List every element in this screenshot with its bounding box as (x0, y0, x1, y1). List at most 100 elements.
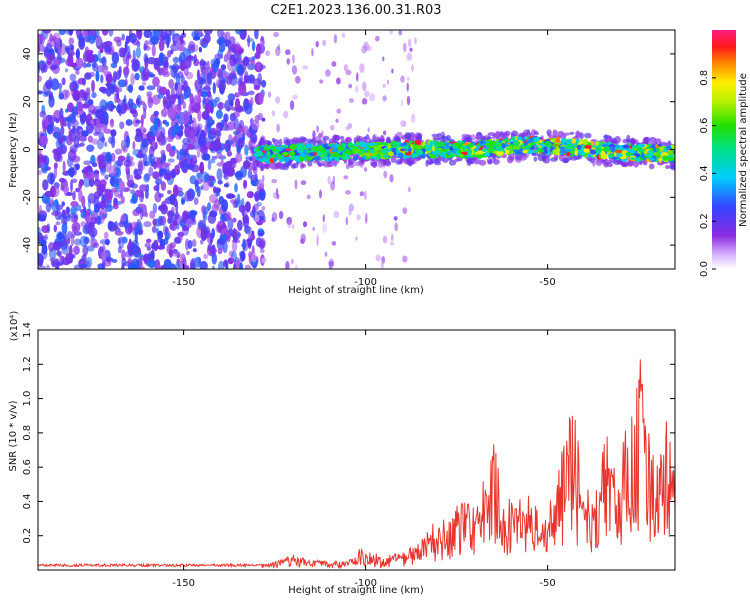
spectrogram-cell (163, 237, 169, 245)
spectrogram-cell (407, 76, 410, 81)
spectrogram-cell (622, 144, 630, 149)
spectrogram-cell (649, 158, 655, 161)
spectrogram-cell (424, 145, 433, 152)
spectrogram-cell (285, 148, 292, 151)
spectrogram-cell (645, 158, 649, 162)
spectrogram-cell (294, 179, 298, 190)
spectrogram-cell (342, 152, 346, 158)
spectrogram-cell (251, 166, 257, 171)
spectrogram-cell (256, 43, 262, 56)
spectrogram-cell (160, 153, 167, 164)
spectrogram-cell (38, 239, 48, 245)
spectrogram-cell (247, 90, 255, 96)
spectrogram-cell (121, 33, 125, 41)
spectrogram-cell (104, 238, 110, 246)
spectrogram-cell (194, 79, 199, 90)
spectrogram-cell (117, 103, 121, 112)
spectrogram-cell (104, 189, 112, 201)
spectrogram-cell (414, 37, 417, 45)
spectrogram-cell (205, 136, 214, 144)
spectrogram-cell (75, 69, 80, 75)
spectrogram-cell (65, 68, 68, 73)
spectrogram-cell (216, 168, 223, 181)
spectrogram-cell (73, 80, 80, 91)
spectrogram-cell (218, 79, 226, 92)
spectrogram-cell (656, 148, 660, 153)
spectrogram-cell (477, 150, 484, 155)
spectrogram-cell (382, 83, 386, 89)
spectrogram-cell (41, 36, 46, 41)
spectrogram-cell (445, 153, 453, 158)
spectrogram-cell (39, 110, 47, 118)
spectrogram-cell (206, 90, 212, 98)
spectrogram-cell (145, 238, 152, 244)
spectrogram-cell (143, 108, 147, 120)
spectrogram-cell (227, 93, 236, 102)
spectrogram-cell (504, 138, 508, 143)
spectrogram-cell (38, 62, 41, 71)
colorbar-tick-label: 0.2 (699, 213, 710, 229)
spectrogram-cell (85, 256, 93, 268)
spectrogram-cell (246, 191, 254, 199)
spectrogram-cell (224, 211, 232, 221)
spectrogram-cell (335, 118, 339, 123)
spectrogram-cell (197, 109, 202, 122)
spectrogram-x-tick-label: -150 (172, 277, 195, 288)
spectrogram-cell (190, 258, 196, 269)
spectrogram-x-label: Height of straight line (km) (288, 285, 424, 296)
spectrogram-cell (340, 135, 345, 141)
spectrogram-cell (57, 83, 63, 90)
spectrogram-cell (275, 46, 281, 57)
spectrogram-cell (128, 32, 137, 44)
spectrogram-y-ticks: -40 -20 0 20 40 (22, 48, 675, 253)
spectrogram-cell (223, 259, 228, 267)
spectrogram-cell (213, 186, 217, 194)
spectrogram-cell (236, 112, 240, 118)
spectrogram-cell (424, 151, 428, 155)
spectrogram-cell (78, 181, 83, 190)
spectrogram-cell (66, 135, 70, 143)
spectrogram-cell (501, 142, 506, 149)
spectrogram-cell (667, 154, 675, 158)
spectrogram-cell (85, 49, 94, 55)
colorbar-gradient (712, 30, 736, 269)
spectrogram-cell (315, 41, 319, 48)
spectrogram-cell (203, 253, 209, 260)
spectrogram-cell (238, 123, 242, 128)
spectrogram-cell (39, 135, 49, 147)
spectrogram-cell (135, 119, 141, 124)
spectrogram-cell (581, 144, 586, 150)
spectrogram-cell (330, 144, 335, 148)
spectrogram-cell (256, 179, 265, 192)
spectrogram-cell (186, 111, 192, 116)
spectrogram-cell (408, 160, 413, 167)
spectrogram-cell (608, 153, 615, 158)
spectrogram-cell (191, 117, 197, 129)
spectrogram-cell (403, 42, 407, 53)
spectrogram-cell (328, 260, 334, 267)
spectrogram-cell (409, 47, 413, 52)
spectrogram-cell (631, 139, 637, 145)
spectrogram-cell (553, 130, 560, 137)
spectrogram-cell (128, 104, 134, 110)
spectrogram-cell (85, 62, 92, 68)
spectrogram-cell (204, 173, 211, 182)
spectrogram-cell (425, 153, 429, 157)
spectrogram-cell (152, 76, 160, 87)
spectrogram-cell (380, 260, 384, 269)
spectrogram-cell (100, 168, 106, 173)
spectrogram-cell (177, 161, 184, 169)
spectrogram-cell (143, 53, 149, 64)
spectrogram-cell (226, 140, 235, 145)
spectrogram-cell (110, 129, 117, 137)
spectrogram-cell (273, 158, 277, 163)
spectrogram-cell (159, 265, 164, 269)
colorbar: 0.0 0.2 0.4 0.6 0.8 Normalized spectral ampl… (699, 30, 749, 277)
spectrogram-cell (151, 44, 156, 57)
spectrogram-cell (86, 144, 95, 152)
spectrogram-cell (158, 193, 164, 198)
spectrogram-cell (654, 138, 662, 144)
spectrogram-cell (167, 158, 175, 163)
spectrogram-cell (601, 158, 609, 165)
spectrogram-cell (494, 130, 501, 139)
